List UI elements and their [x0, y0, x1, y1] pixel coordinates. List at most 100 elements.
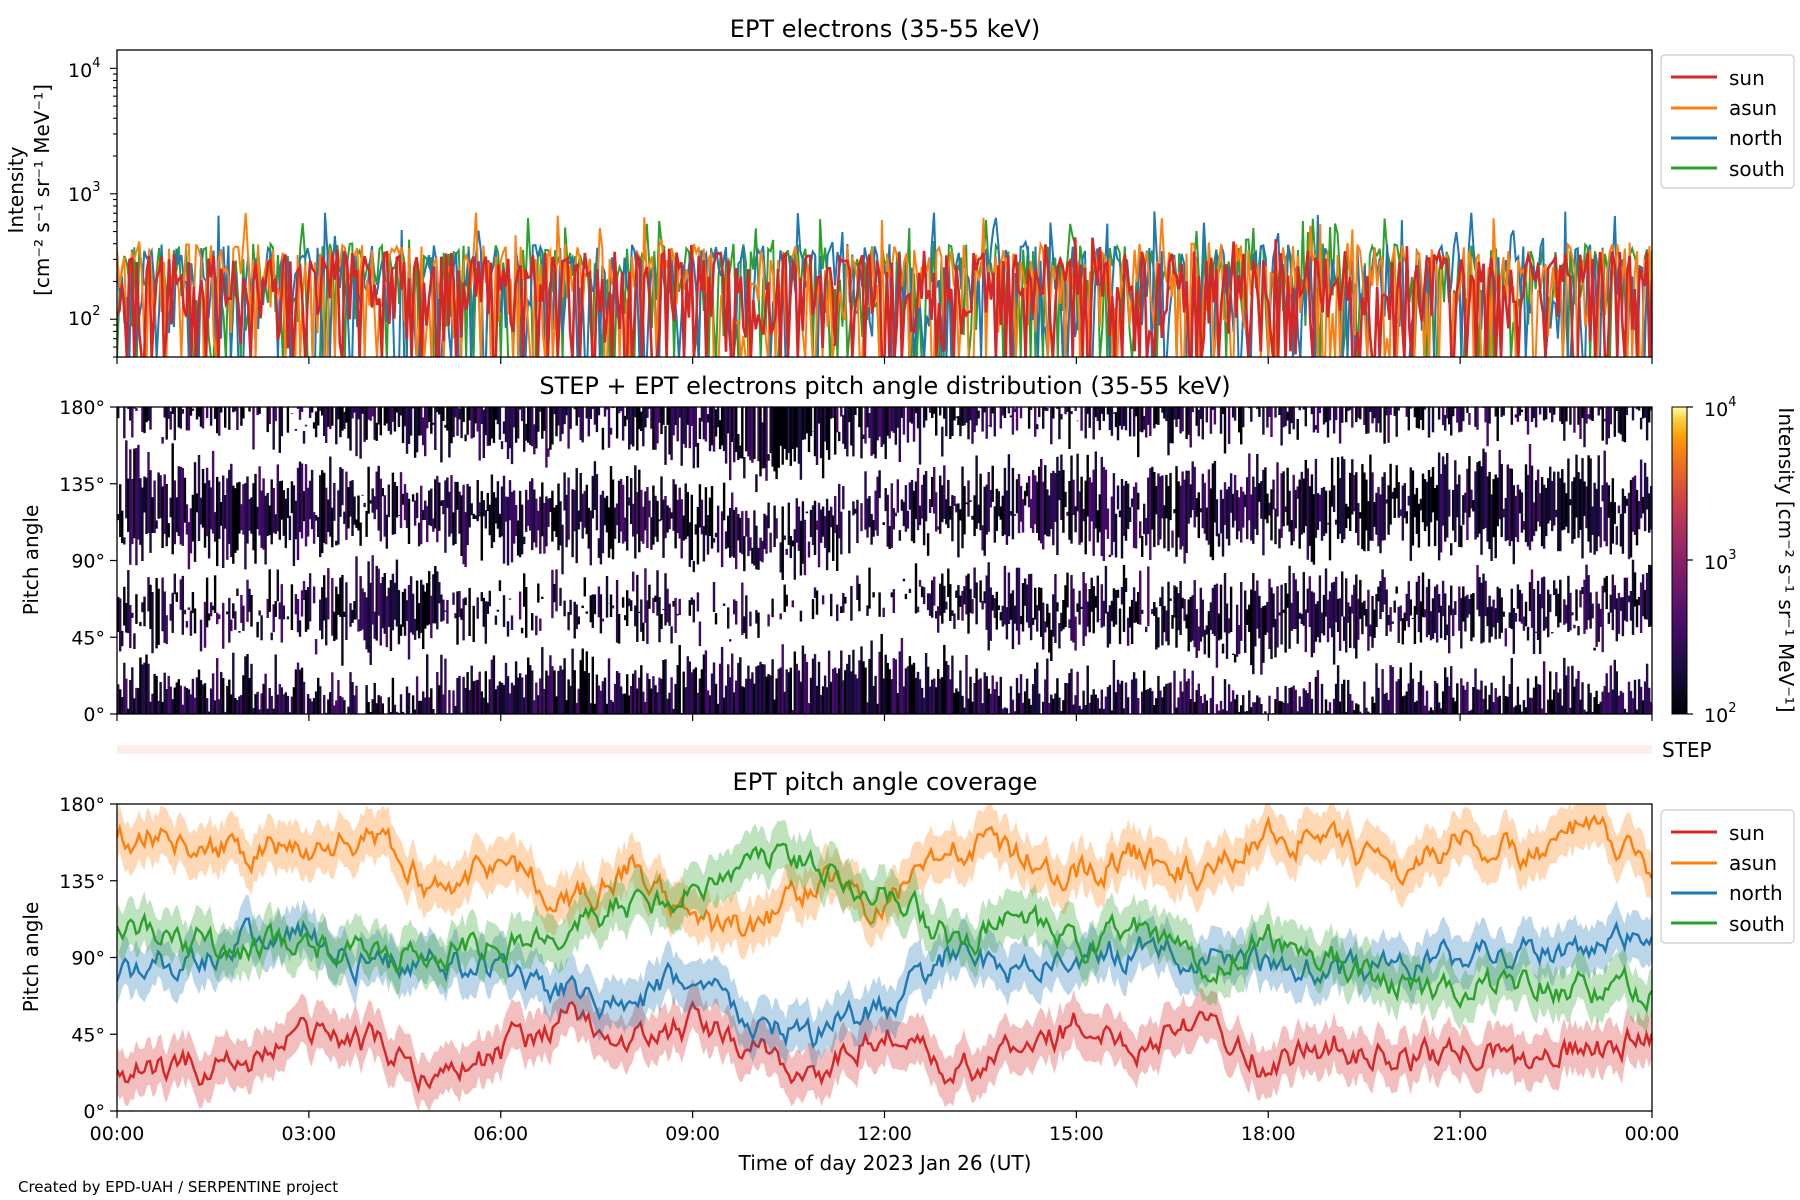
heatmap-cell: [1508, 684, 1512, 714]
heatmap-cell: [607, 658, 611, 714]
heatmap-cell: [335, 407, 338, 445]
heatmap-cell: [1553, 471, 1556, 526]
heatmap-cell: [506, 621, 510, 637]
heatmap-cell: [630, 600, 633, 612]
heatmap-cell: [943, 585, 946, 613]
heatmap-cell: [327, 407, 330, 427]
heatmap-cell: [745, 510, 748, 537]
heatmap-cell: [900, 407, 904, 418]
heatmap-cell: [1219, 700, 1223, 714]
heatmap-cell: [1244, 494, 1247, 508]
heatmap-cell: [1240, 407, 1243, 445]
heatmap-cell: [1625, 498, 1629, 506]
heatmap-cell: [1573, 624, 1576, 629]
heatmap-cell: [1403, 612, 1407, 631]
heatmap-cell: [512, 490, 516, 544]
heatmap-cell: [1367, 501, 1370, 552]
heatmap-cell: [1254, 486, 1257, 529]
heatmap-cell: [767, 502, 770, 529]
heatmap-cell: [280, 407, 284, 437]
heatmap-cell: [308, 407, 312, 418]
heatmap-cell: [1500, 407, 1503, 417]
heatmap-cell: [724, 531, 728, 549]
heatmap-cell: [1397, 679, 1400, 714]
heatmap-cell: [452, 512, 455, 546]
heatmap-cell: [1441, 580, 1445, 617]
heatmap-cell: [965, 407, 968, 423]
heatmap-cell: [1288, 688, 1291, 714]
heatmap-cell: [1211, 463, 1215, 561]
panel1-legend: sun asun north south: [1660, 54, 1795, 189]
heatmap-cell: [1036, 481, 1039, 533]
heatmap-cell: [916, 606, 920, 613]
heatmap-cell: [551, 666, 554, 714]
heatmap-cell: [1502, 407, 1505, 416]
heatmap-cell: [583, 671, 587, 714]
heatmap-cell: [656, 692, 659, 714]
heatmap-cell: [417, 700, 421, 714]
heatmap-cell: [1056, 602, 1059, 612]
heatmap-cell: [131, 612, 134, 618]
heatmap-cell: [809, 677, 813, 714]
heatmap-cell: [262, 683, 265, 714]
heatmap-cell: [690, 597, 694, 605]
heatmap-cell: [399, 472, 403, 529]
heatmap-cell: [478, 407, 481, 461]
heatmap-cell: [1221, 407, 1225, 415]
heatmap-cell: [438, 482, 441, 531]
heatmap-cell: [926, 666, 930, 714]
heatmap-cell: [1345, 578, 1348, 653]
heatmap-cell: [216, 658, 219, 714]
heatmap-cell: [1201, 599, 1205, 637]
heatmap-cell: [266, 493, 269, 537]
heatmap-cell: [1284, 506, 1287, 513]
heatmap-cell: [1347, 506, 1350, 519]
heatmap-cell: [1338, 407, 1342, 444]
heatmap-cell: [603, 497, 607, 526]
heatmap-cell: [488, 504, 492, 536]
heatmap-cell: [1090, 694, 1093, 714]
heatmap-cell: [187, 607, 191, 610]
heatmap-cell: [1278, 700, 1281, 714]
heatmap-cell: [1486, 476, 1489, 542]
heatmap-cell: [343, 411, 346, 429]
heatmap-cell: [1571, 481, 1574, 544]
heatmap-cell: [1623, 495, 1627, 514]
heatmap-cell: [714, 409, 718, 437]
heatmap-cell: [630, 478, 633, 524]
heatmap-cell: [993, 407, 997, 437]
heatmap-cell: [575, 468, 578, 564]
heatmap-cell: [121, 510, 124, 544]
heatmap-cell: [1355, 472, 1358, 533]
heatmap-cell: [1338, 598, 1342, 651]
heatmap-cell: [232, 407, 235, 413]
heatmap-cell: [1587, 683, 1590, 714]
heatmap-cell: [1349, 407, 1352, 410]
heatmap-cell: [979, 473, 982, 531]
heatmap-cell: [1363, 472, 1366, 552]
heatmap-cell: [654, 407, 657, 450]
heatmap-cell: [1399, 667, 1402, 714]
heatmap-cell: [1005, 607, 1009, 640]
heatmap-cell: [185, 688, 189, 714]
heatmap-cell: [1597, 603, 1600, 642]
heatmap-cell: [319, 599, 322, 631]
heatmap-cell: [830, 506, 833, 528]
heatmap-cell: [1504, 628, 1508, 647]
heatmap-cell: [1518, 489, 1522, 514]
heatmap-cell: [662, 499, 665, 558]
heatmap-cell: [769, 675, 772, 714]
heatmap-cell: [1353, 584, 1356, 649]
heatmap-cell: [904, 593, 908, 600]
heatmap-cell: [1104, 469, 1108, 530]
xtick-label: 15:00: [1049, 1123, 1104, 1145]
heatmap-cell: [971, 515, 974, 520]
heatmap-cell: [490, 659, 494, 714]
heatmap-cell: [446, 599, 449, 624]
heatmap-cell: [969, 588, 972, 613]
heatmap-cell: [1355, 703, 1358, 714]
heatmap-cell: [981, 600, 984, 610]
heatmap-cell: [468, 587, 471, 636]
heatmap-cell: [298, 461, 302, 533]
heatmap-cell: [300, 590, 304, 617]
